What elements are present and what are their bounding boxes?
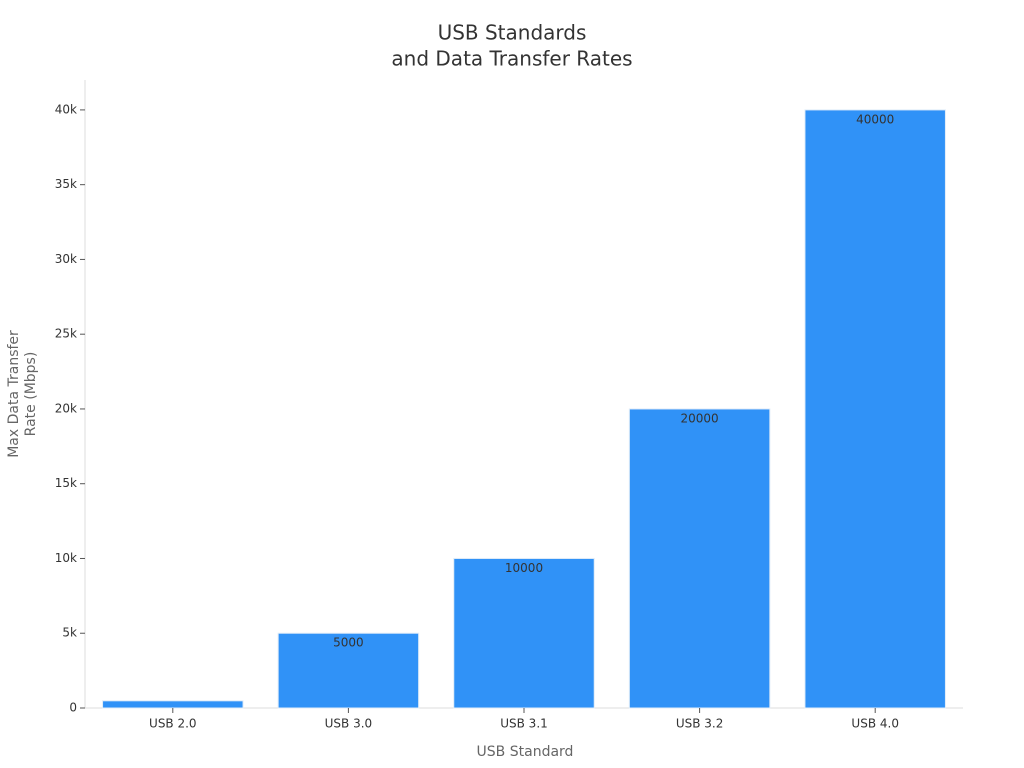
x-axis-title: USB Standard (477, 744, 574, 760)
y-axis-title-line: Rate (Mbps) (23, 352, 39, 437)
bar (453, 557, 595, 709)
data-label: 10000 (505, 561, 543, 575)
bar (804, 109, 946, 709)
x-tick-label: USB 3.1 (500, 717, 548, 731)
x-tick-label: USB 3.2 (676, 717, 724, 731)
bar (277, 632, 420, 709)
y-tick-label: 15k (55, 476, 77, 490)
y-tick-label: 25k (55, 327, 77, 341)
chart-title: and Data Transfer Rates (391, 47, 632, 71)
x-tick-label: USB 2.0 (149, 717, 197, 731)
y-tick-label: 0 (69, 701, 77, 715)
y-tick-label: 30k (55, 252, 77, 266)
y-axis-title-line: Max Data Transfer (6, 330, 22, 458)
bar (628, 408, 771, 709)
y-tick-label: 10k (55, 551, 77, 565)
y-tick-label: 40k (55, 102, 77, 116)
data-label: 5000 (333, 636, 364, 650)
bar (102, 700, 244, 709)
chart-title: USB Standards (438, 21, 587, 45)
x-tick-label: USB 3.0 (325, 717, 373, 731)
y-tick-label: 35k (55, 177, 77, 191)
y-tick-label: 20k (55, 401, 77, 415)
y-tick-label: 5k (62, 626, 77, 640)
data-label: 40000 (856, 112, 894, 126)
data-label: 20000 (681, 411, 719, 425)
y-axis-title: Max Data Transfer Rate (Mbps) (6, 330, 39, 458)
x-tick-label: USB 4.0 (851, 717, 899, 731)
